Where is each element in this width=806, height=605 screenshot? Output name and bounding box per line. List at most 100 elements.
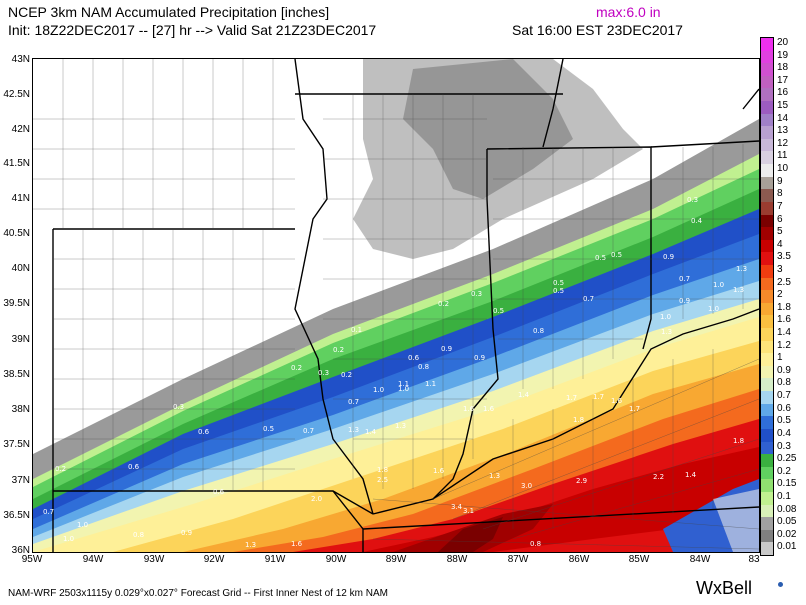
precip-map: 0.2 0.3 0.6 0.6 0.6 0.7 0.8 0.9 1.0 1.0 … [32, 58, 760, 553]
lat-label: 39N [11, 334, 30, 345]
colorbar-swatch [761, 201, 773, 215]
colorbar-label: 1.8 [777, 301, 791, 313]
local-valid-time: Sat 16:00 EST 23DEC2017 [512, 22, 683, 38]
contour-label: 0.7 [679, 275, 690, 283]
contour-label: 0.3 [471, 290, 482, 298]
colorbar-label: 7 [777, 200, 783, 212]
lon-label: 85W [628, 554, 650, 565]
contour-label: 0.7 [348, 398, 359, 406]
colorbar-label: 14 [777, 112, 789, 124]
contour-label: 1.0 [713, 281, 724, 289]
contour-label: 0.4 [691, 217, 703, 225]
colorbar-swatch [761, 403, 773, 417]
precip-map-svg: 0.2 0.3 0.6 0.6 0.6 0.7 0.8 0.9 1.0 1.0 … [33, 59, 759, 552]
band-3.0 [363, 447, 759, 552]
lat-label: 42.5N [3, 89, 30, 100]
lat-label: 38N [11, 404, 30, 415]
band-4.0 [438, 517, 503, 552]
colorbar-label: 2.5 [777, 276, 791, 288]
colorbar-label: 1 [777, 352, 783, 364]
contour-label: 0.9 [679, 297, 690, 305]
contour-label: 1.0 [398, 385, 409, 393]
lat-label: 42N [11, 124, 30, 135]
colorbar-label: 0.6 [777, 402, 791, 414]
contour-label: 1.6 [483, 405, 495, 413]
contour-label: 0.2 [341, 371, 352, 379]
contour-label: 0.1 [351, 326, 362, 334]
contour-label: 3.0 [521, 482, 532, 490]
contour-label: 0.8 [533, 327, 544, 335]
colorbar-label: 9 [777, 175, 783, 187]
contour-label: 0.6 [213, 488, 225, 496]
lon-label: 86W [568, 554, 590, 565]
contour-label: 1.6 [433, 467, 445, 475]
contour-label: 1.6 [291, 540, 303, 548]
contour-label: 0.5 [595, 254, 606, 262]
lon-label: 93W [143, 554, 165, 565]
colorbar-label: 10 [777, 163, 789, 175]
contour-label: 0.8 [133, 531, 144, 539]
colorbar-swatch [761, 126, 773, 139]
colorbar-label: 0.05 [777, 516, 797, 528]
colorbar-swatch [761, 466, 773, 480]
lon-label: 91W [264, 554, 286, 565]
contour-labels: 0.2 0.3 0.6 0.6 0.6 0.7 0.8 0.9 1.0 1.0 … [43, 196, 747, 549]
colorbar-label: 20 [777, 37, 789, 48]
contour-label: 0.3 [687, 196, 698, 204]
colorbar-swatch [761, 252, 773, 265]
contour-label: 0.5 [611, 251, 622, 259]
lon-label: 88W [446, 554, 468, 565]
colorbar-label: 0.4 [777, 427, 791, 439]
colorbar-swatch [761, 517, 773, 530]
colorbar-label: 0.02 [777, 528, 797, 540]
brand-logo: WxBell [696, 578, 753, 598]
contour-label: 1.3 [736, 265, 747, 273]
contour-label: 0.3 [173, 403, 184, 411]
colorbar-label: 12 [777, 137, 789, 149]
lat-label: 36.5N [3, 510, 30, 521]
precip-colorbar [760, 37, 774, 556]
contour-label: 1.7 [566, 394, 577, 402]
contour-label: 0.5 [553, 287, 564, 295]
lon-label: 87W [507, 554, 529, 565]
colorbar-label: 0.01 [777, 541, 797, 553]
colorbar-label: 18 [777, 62, 789, 74]
colorbar-swatch [761, 378, 773, 392]
chart-title: NCEP 3km NAM Accumulated Precipitation [… [8, 4, 330, 20]
colorbar-swatch [761, 365, 773, 379]
lat-label: 37.5N [3, 439, 30, 450]
contour-label: 1.3 [348, 426, 359, 434]
colorbar-swatch [761, 290, 773, 303]
colorbar-swatch [761, 88, 773, 102]
colorbar-swatch [761, 529, 773, 543]
colorbar-label: 19 [777, 49, 789, 61]
contour-label: 1.4 [365, 428, 377, 436]
contour-label: 0.3 [318, 369, 329, 377]
colorbar-swatch [761, 302, 773, 316]
colorbar-label: 0.7 [777, 390, 791, 402]
colorbar-swatch [761, 428, 773, 442]
contour-label: 1.0 [660, 313, 671, 321]
contour-label: 1.0 [373, 386, 384, 394]
colorbar-label: 0.1 [777, 490, 791, 502]
contour-label: 0.9 [474, 354, 485, 362]
colorbar-label: 1.4 [777, 327, 791, 339]
contour-label: 0.9 [181, 529, 192, 537]
contour-label: 1.3 [733, 286, 744, 294]
contour-label: 3.1 [463, 507, 474, 515]
contour-label: 1.4 [518, 391, 530, 399]
contour-label: 2.0 [311, 495, 322, 503]
colorbar-swatch [761, 315, 773, 329]
colorbar-swatch [761, 138, 773, 152]
colorbar-swatch [761, 189, 773, 202]
contour-label: 0.5 [553, 279, 564, 287]
colorbar-swatch [761, 38, 773, 51]
county-borders [33, 59, 759, 550]
colorbar-swatch [761, 340, 773, 354]
colorbar-swatch [761, 391, 773, 404]
colorbar-label: 2 [777, 289, 783, 301]
contour-label: 1.4 [685, 471, 697, 479]
colorbar-swatch [761, 491, 773, 505]
contour-label: 1.7 [593, 393, 604, 401]
contour-label: 0.6 [408, 354, 420, 362]
